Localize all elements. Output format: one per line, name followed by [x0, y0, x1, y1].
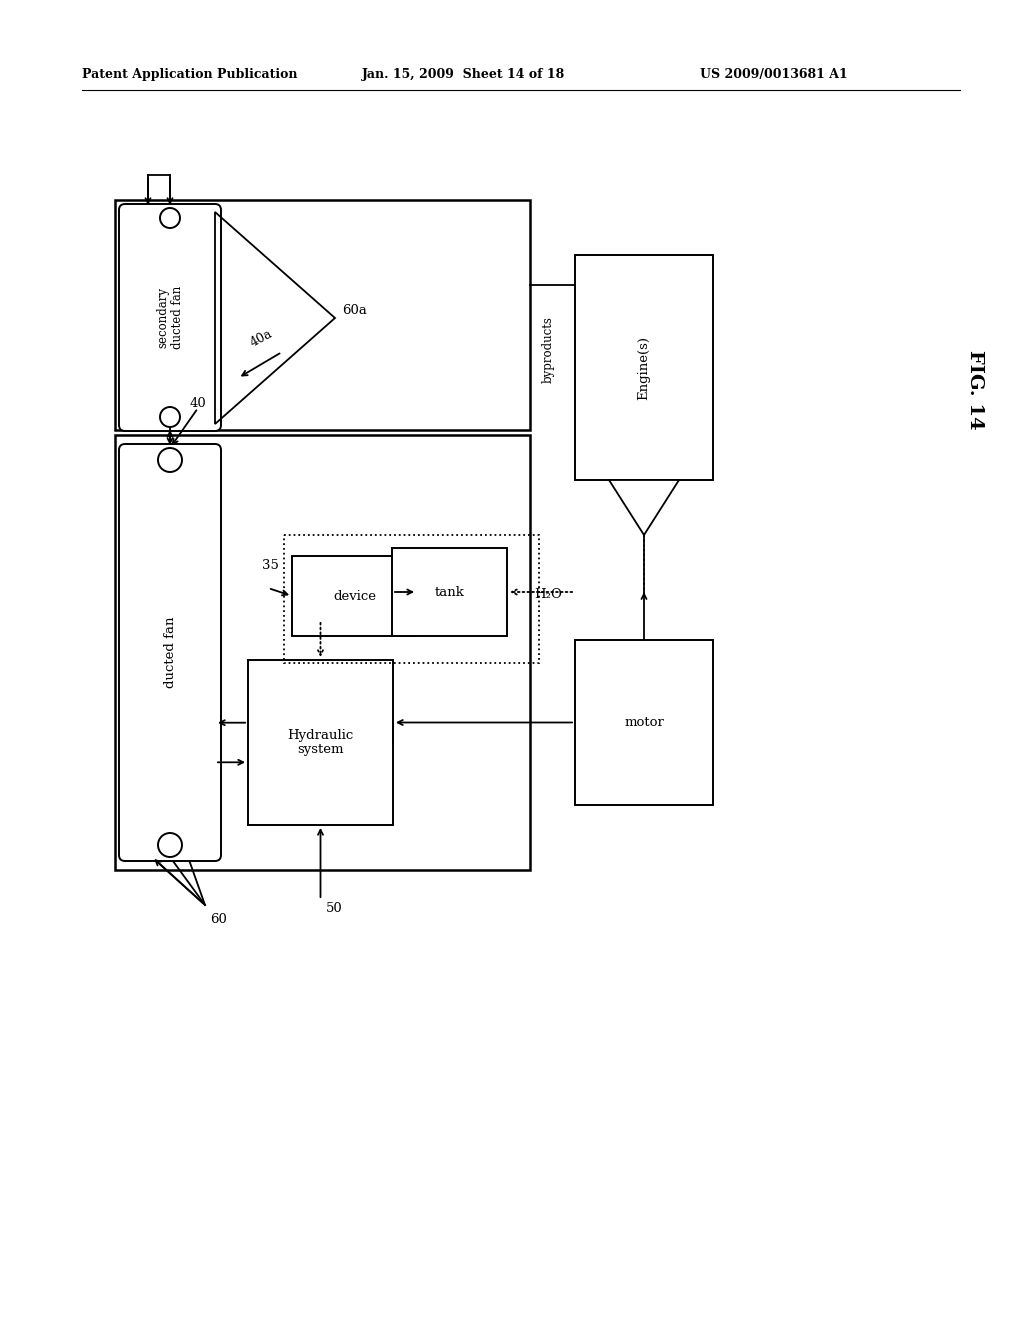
- Text: 40: 40: [190, 397, 207, 411]
- Text: 60: 60: [210, 913, 227, 927]
- Text: motor: motor: [624, 715, 664, 729]
- Text: FIG. 14: FIG. 14: [966, 350, 984, 430]
- Bar: [284, 535, 539, 663]
- Text: Patent Application Publication: Patent Application Publication: [82, 69, 298, 81]
- Polygon shape: [609, 480, 679, 535]
- Text: 35: 35: [262, 558, 279, 572]
- Bar: [392, 548, 507, 636]
- Circle shape: [158, 447, 182, 473]
- Text: byproducts: byproducts: [542, 317, 555, 383]
- Bar: [575, 255, 713, 480]
- Bar: [115, 436, 530, 870]
- Text: secondary
ducted fan: secondary ducted fan: [156, 286, 184, 348]
- Text: tank: tank: [434, 586, 465, 598]
- Circle shape: [158, 833, 182, 857]
- Bar: [248, 660, 393, 825]
- Text: device: device: [333, 590, 376, 602]
- Text: 40a: 40a: [248, 327, 274, 350]
- Text: US 2009/0013681 A1: US 2009/0013681 A1: [700, 69, 848, 81]
- FancyBboxPatch shape: [119, 205, 221, 432]
- Text: ducted fan: ducted fan: [164, 616, 176, 688]
- Circle shape: [160, 407, 180, 426]
- Text: 60a: 60a: [342, 304, 367, 317]
- Text: 50: 50: [326, 902, 342, 915]
- Text: Engine(s): Engine(s): [638, 335, 650, 400]
- Bar: [115, 201, 530, 430]
- Bar: [292, 556, 417, 636]
- Text: Jan. 15, 2009  Sheet 14 of 18: Jan. 15, 2009 Sheet 14 of 18: [362, 69, 565, 81]
- FancyBboxPatch shape: [119, 444, 221, 861]
- Circle shape: [160, 209, 180, 228]
- Bar: [575, 640, 713, 805]
- Text: H₂O: H₂O: [535, 589, 562, 602]
- Text: Hydraulic
system: Hydraulic system: [288, 729, 353, 756]
